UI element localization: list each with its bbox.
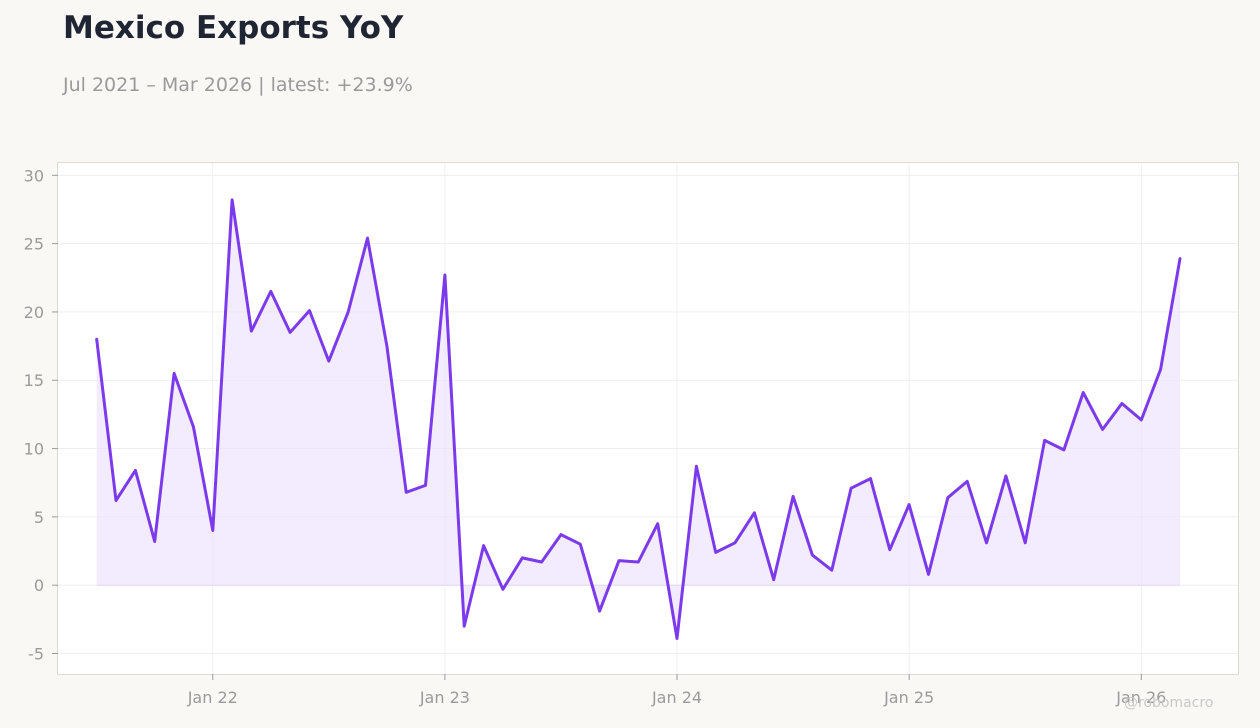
y-tick-label: 0: [34, 576, 44, 595]
data-point: [443, 273, 447, 277]
data-point: [404, 491, 408, 494]
data-point: [1101, 428, 1104, 431]
data-point: [230, 198, 234, 202]
data-point: [308, 309, 311, 312]
x-tick-label: Jan 22: [187, 688, 238, 707]
data-point: [1140, 418, 1143, 422]
data-point: [521, 556, 524, 560]
data-point: [985, 541, 988, 545]
series-marks: [95, 198, 1182, 640]
data-point: [598, 609, 601, 613]
data-point: [753, 511, 756, 514]
watermark: @robomacro: [1124, 695, 1214, 711]
data-point: [1120, 402, 1124, 405]
data-point: [1062, 448, 1066, 452]
data-point: [579, 543, 582, 546]
data-point: [1004, 474, 1008, 478]
data-point: [888, 548, 892, 551]
data-point: [830, 568, 833, 572]
y-axis: 30 25 20 15 10 5 0 -5: [24, 166, 58, 664]
data-point: [114, 499, 118, 502]
data-point: [927, 573, 930, 576]
data-point: [153, 540, 156, 543]
data-point: [250, 329, 253, 333]
data-point: [869, 477, 872, 480]
grid-lines: [58, 163, 1238, 674]
data-point: [637, 560, 640, 564]
data-point: [501, 588, 505, 591]
data-point: [695, 465, 698, 468]
data-point: [327, 359, 331, 363]
data-point: [772, 578, 775, 581]
data-point: [269, 290, 272, 293]
data-point: [907, 503, 911, 506]
y-tick-label: 25: [24, 235, 44, 254]
data-point: [811, 553, 814, 557]
data-point: [1159, 368, 1162, 371]
data-point: [366, 236, 369, 240]
data-point: [1043, 439, 1046, 442]
y-tick-label: 15: [24, 371, 44, 390]
data-point: [1082, 391, 1085, 394]
data-point: [540, 560, 543, 564]
data-point: [172, 372, 176, 375]
y-tick-label: 5: [34, 508, 44, 527]
data-point: [1024, 541, 1027, 545]
data-point: [559, 533, 563, 536]
data-point: [463, 624, 466, 628]
data-point: [424, 484, 427, 487]
data-point: [946, 496, 950, 499]
y-tick-label: 20: [24, 303, 44, 322]
x-tick-label: Jan 23: [419, 688, 470, 707]
x-tick-label: Jan 24: [651, 688, 702, 707]
data-point: [849, 486, 853, 490]
y-tick-label: 30: [24, 166, 44, 185]
series-area: [96, 199, 1181, 639]
data-point: [714, 551, 717, 554]
y-tick-label: 10: [24, 440, 44, 459]
data-point: [656, 522, 659, 525]
data-point: [134, 469, 137, 472]
x-tick-label: Jan 25: [883, 688, 934, 707]
data-point: [791, 495, 795, 498]
data-point: [346, 310, 350, 314]
data-point: [965, 480, 969, 483]
chart-subtitle: Jul 2021 – Mar 2026 | latest: +23.9%: [63, 74, 413, 96]
data-point: [385, 344, 389, 348]
data-point: [211, 529, 214, 532]
data-point: [192, 425, 195, 428]
x-tick-label: Jan 26: [1115, 688, 1166, 707]
data-point: [482, 544, 485, 547]
x-axis: Jan 22 Jan 23 Jan 24 Jan 25 Jan 26: [187, 674, 1166, 707]
y-tick-label: -5: [28, 645, 44, 664]
data-point: [288, 331, 292, 334]
data-point: [95, 338, 98, 341]
data-point: [1178, 257, 1182, 260]
chart-title: Mexico Exports YoY: [63, 10, 404, 46]
data-point: [733, 541, 737, 545]
data-point: [617, 559, 621, 562]
data-point: [675, 637, 679, 640]
